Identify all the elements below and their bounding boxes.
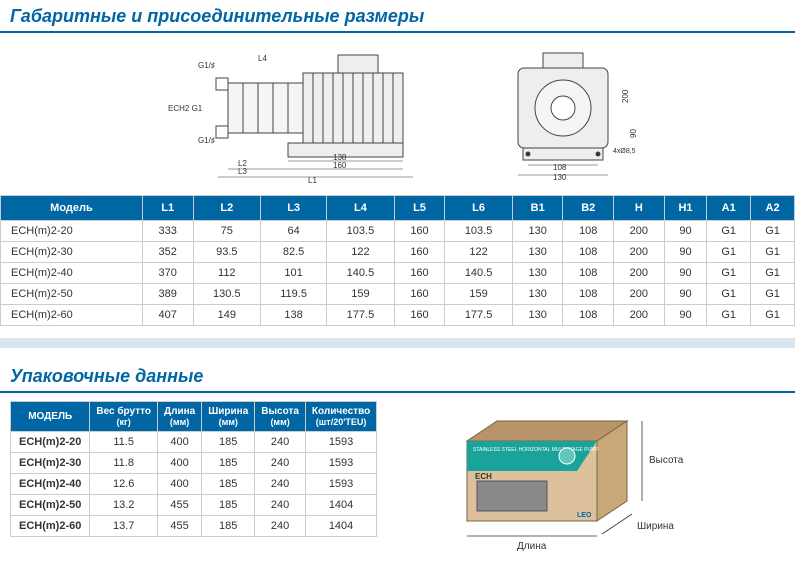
- section2-title: Упаковочные данные: [0, 360, 795, 393]
- svg-text:Длина: Длина: [517, 541, 547, 552]
- pump-side-diagram: G1/♯ ECH2 G1 G1/♯ L4 138 160 L2 L3 L1: [138, 43, 438, 183]
- svg-text:130: 130: [553, 173, 567, 182]
- svg-text:L3: L3: [238, 167, 247, 176]
- pack-header: Вес брутто(кг): [90, 402, 158, 432]
- table-row: ECH(m)2-3011.84001852401593: [11, 453, 377, 474]
- table-row: ECH(m)2-40370112101140.5160140.513010820…: [1, 263, 795, 284]
- svg-text:90: 90: [629, 129, 638, 138]
- table-row: ECH(m)2-6013.74551852401404: [11, 516, 377, 537]
- table-row: ECH(m)2-3035293.582.51221601221301082009…: [1, 242, 795, 263]
- svg-text:L4: L4: [258, 54, 267, 63]
- dim-header: H1: [664, 196, 707, 221]
- table-row: ECH(m)2-50389130.5119.515916015913010820…: [1, 284, 795, 305]
- table-row: ECH(m)2-203337564103.5160103.51301082009…: [1, 221, 795, 242]
- dim-header: B2: [563, 196, 614, 221]
- svg-text:Ширина: Ширина: [637, 521, 674, 532]
- pack-header: Ширина(мм): [202, 402, 255, 432]
- dim-header: B1: [512, 196, 563, 221]
- dim-header: A1: [707, 196, 751, 221]
- svg-text:G1/♯: G1/♯: [198, 136, 215, 145]
- dim-header: L2: [193, 196, 261, 221]
- pack-header: Длина(мм): [157, 402, 201, 432]
- svg-text:ECH2 G1: ECH2 G1: [168, 104, 203, 113]
- dim-header: L1: [142, 196, 193, 221]
- packaging-table: МОДЕЛЬВес брутто(кг)Длина(мм)Ширина(мм)В…: [10, 401, 377, 537]
- pack-header: Количество(шт/20'TEU): [305, 402, 376, 432]
- dim-header: L3: [261, 196, 327, 221]
- svg-text:LEO: LEO: [577, 512, 592, 519]
- svg-text:4xØ8,5: 4xØ8,5: [613, 148, 636, 155]
- section1-title: Габаритные и присоединительные размеры: [0, 0, 795, 33]
- table-row: ECH(m)2-5013.24551852401404: [11, 495, 377, 516]
- pump-front-diagram: 200 90 4xØ8,5 108 130: [478, 43, 658, 183]
- svg-text:108: 108: [553, 163, 567, 172]
- dim-header: A2: [751, 196, 795, 221]
- table-row: ECH(m)2-60407149138177.5160177.513010820…: [1, 305, 795, 326]
- separator: [0, 338, 795, 348]
- pack-header: МОДЕЛЬ: [11, 402, 90, 432]
- dim-header: Модель: [1, 196, 143, 221]
- svg-text:L1: L1: [308, 176, 317, 183]
- dimensions-table: МодельL1L2L3L4L5L6B1B2HH1A1A2 ECH(m)2-20…: [0, 195, 795, 326]
- svg-text:200: 200: [621, 89, 630, 103]
- svg-text:STAINLESS STEEL HORIZONTAL MUL: STAINLESS STEEL HORIZONTAL MULTISTAGE PU…: [473, 447, 599, 453]
- pack-header: Высота(мм): [255, 402, 306, 432]
- svg-text:G1/♯: G1/♯: [198, 61, 215, 70]
- table-row: ECH(m)2-2011.54001852401593: [11, 432, 377, 453]
- svg-text:ECH: ECH: [475, 472, 492, 481]
- diagram-row: G1/♯ ECH2 G1 G1/♯ L4 138 160 L2 L3 L1 20…: [0, 43, 795, 183]
- svg-text:Высота: Высота: [649, 455, 684, 466]
- svg-text:160: 160: [333, 161, 347, 170]
- dim-header: H: [614, 196, 665, 221]
- box-diagram: STAINLESS STEEL HORIZONTAL MULTISTAGE PU…: [417, 401, 785, 561]
- dim-header: L5: [394, 196, 445, 221]
- dim-header: L6: [445, 196, 513, 221]
- table-row: ECH(m)2-4012.64001852401593: [11, 474, 377, 495]
- dim-header: L4: [327, 196, 395, 221]
